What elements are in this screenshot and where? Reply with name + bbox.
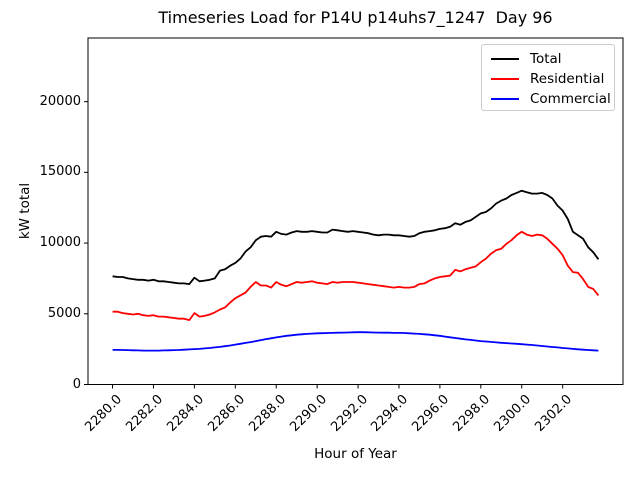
- legend: Total Residential Commercial: [481, 44, 615, 111]
- chart-title: Timeseries Load for P14U p14uhs7_1247 Da…: [158, 8, 553, 27]
- legend-label-total: Total: [530, 51, 562, 67]
- legend-item-commercial: Commercial: [491, 89, 611, 109]
- x-axis-label: Hour of Year: [314, 446, 397, 462]
- series-line-commercial: [112, 331, 599, 352]
- series-line-total: [112, 189, 600, 286]
- legend-label-commercial: Commercial: [530, 91, 611, 107]
- legend-line-commercial: [491, 98, 519, 100]
- series-line-residential: [112, 230, 600, 322]
- y-tick-label: 10000: [39, 235, 81, 251]
- legend-line-residential: [491, 78, 519, 80]
- axes-frame: [87, 37, 624, 385]
- legend-item-total: Total: [491, 49, 606, 69]
- legend-label-residential: Residential: [530, 71, 605, 87]
- y-tick-label: 15000: [39, 164, 81, 180]
- y-tick-label: 20000: [39, 93, 81, 109]
- legend-line-total: [491, 58, 519, 60]
- y-tick-label: 5000: [47, 305, 81, 321]
- y-tick-label: 0: [72, 376, 81, 392]
- y-axis-label: kW total: [17, 182, 33, 240]
- legend-item-residential: Residential: [491, 69, 606, 89]
